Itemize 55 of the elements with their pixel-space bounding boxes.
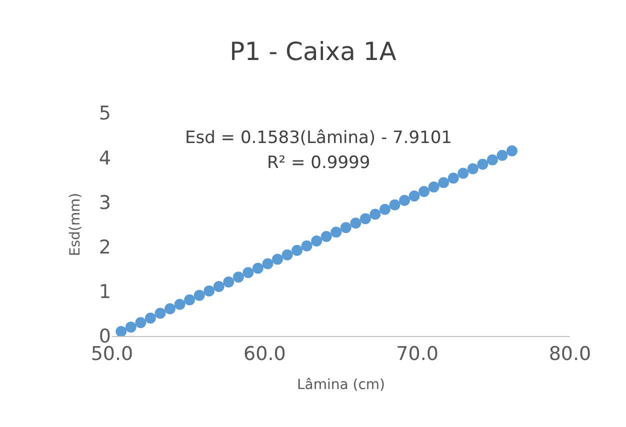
y-tick-label: 1 [98, 281, 111, 304]
y-tick-label: 3 [98, 192, 111, 214]
point [223, 276, 234, 288]
point [194, 290, 205, 301]
point [320, 231, 332, 242]
point [154, 308, 166, 319]
point [330, 226, 342, 238]
point [242, 267, 254, 278]
point [213, 280, 224, 292]
y-tick-label: 2 [98, 236, 111, 258]
point [418, 186, 430, 197]
point [506, 145, 518, 156]
annotation: Esd = 0.1583(Lâmina) - 7.9101 [185, 128, 452, 148]
x-tick-label: 70.0 [396, 342, 438, 365]
x-axis-title: Lâmina (cm) [296, 377, 386, 394]
point [174, 298, 186, 310]
point [408, 190, 420, 202]
point [350, 218, 362, 229]
point [262, 258, 274, 270]
point [272, 254, 283, 265]
point [135, 317, 146, 328]
y-tick-label: 4 [98, 147, 111, 170]
x-tick-label: 50.0 [90, 342, 134, 365]
point [379, 204, 390, 215]
point [399, 194, 410, 206]
point [204, 285, 215, 296]
point [144, 312, 156, 324]
point [282, 249, 293, 260]
point [311, 236, 322, 246]
point [486, 154, 498, 166]
point [448, 172, 459, 184]
point [438, 177, 450, 188]
point [370, 208, 381, 220]
point [164, 303, 176, 314]
y-tick-label: 5 [98, 102, 111, 125]
x-tick-label: 60.0 [244, 342, 286, 365]
point [389, 199, 400, 210]
point [232, 272, 244, 283]
point [252, 262, 264, 274]
chart-title: P1 - Caixa 1A [230, 36, 396, 66]
point [477, 158, 488, 170]
point [292, 244, 303, 256]
point [125, 322, 136, 333]
point [467, 163, 478, 174]
point [184, 294, 196, 306]
point [116, 326, 127, 336]
y-axis-title: Esd(mm) [68, 192, 84, 256]
annotation: R² = 0.9999 [267, 153, 370, 173]
point [496, 150, 508, 161]
point [301, 240, 312, 252]
point [458, 168, 469, 179]
point [340, 222, 352, 234]
point [428, 182, 440, 193]
point [360, 213, 371, 224]
x-tick-label: 80.0 [548, 342, 592, 365]
